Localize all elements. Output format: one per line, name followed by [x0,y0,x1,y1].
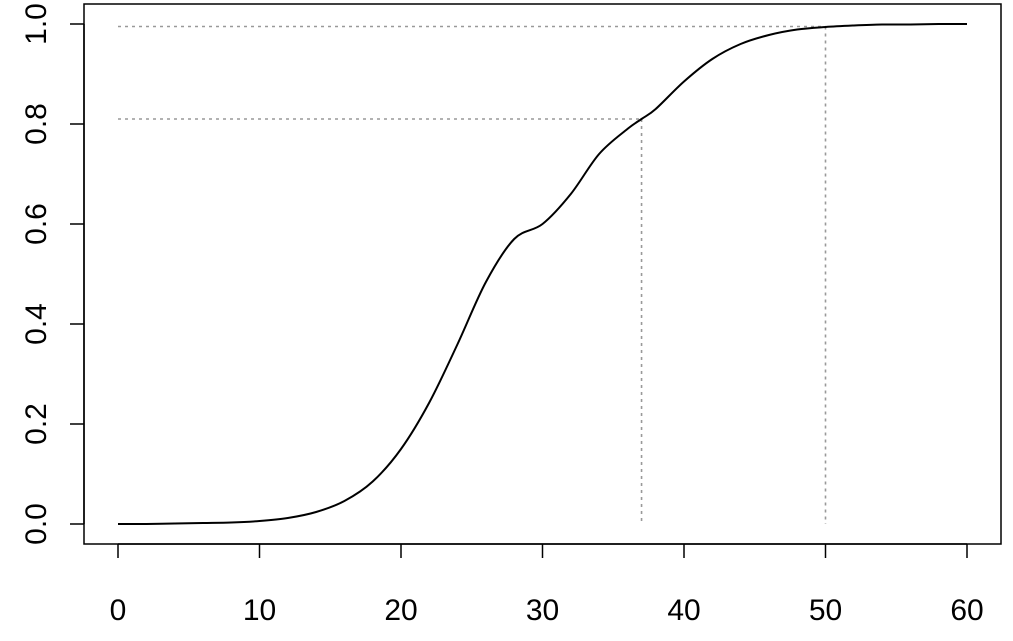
x-tick-label: 60 [950,594,983,627]
reference-lines [118,25,827,524]
x-tick-label: 30 [526,594,559,627]
y-tick-label: 1.0 [20,3,53,45]
y-tick-label: 0.4 [20,303,53,345]
y-tick-label: 0.2 [20,403,53,445]
x-tick-label: 20 [384,594,417,627]
series-line-0 [117,22,968,526]
x-tick-label: 0 [110,594,127,627]
x-tick-label: 10 [243,594,276,627]
x-tick-label: 50 [809,594,842,627]
x-axis: 0 10 20 30 40 50 60 [110,543,984,627]
y-tick-label: 0.6 [20,203,53,245]
y-tick-label: 0.8 [20,103,53,145]
y-tick-label: 0.0 [20,503,53,545]
plot-frame [83,3,1002,545]
x-tick-label: 40 [667,594,700,627]
y-axis: 0.0 0.2 0.4 0.6 0.8 1.0 [20,3,85,545]
curve-layer [117,22,968,526]
